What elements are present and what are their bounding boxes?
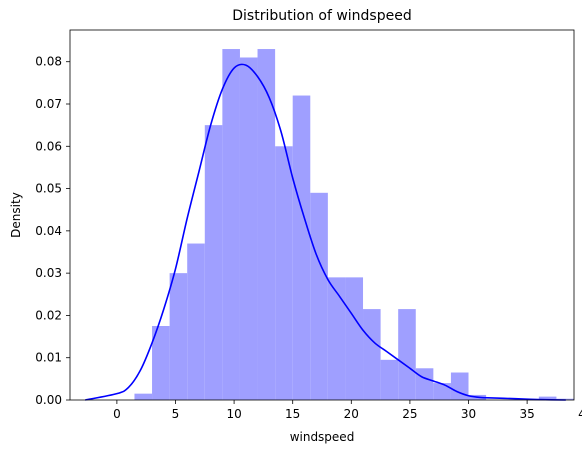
histogram-bar: [292, 95, 311, 401]
x-tick-label: 35: [519, 407, 534, 421]
histogram-bar: [450, 372, 469, 400]
x-tick-label: 20: [344, 407, 359, 421]
y-tick-label: 0.02: [35, 308, 62, 322]
x-axis-label: windspeed: [290, 430, 355, 444]
y-axis-label: Density: [9, 192, 23, 238]
x-tick-label: 10: [226, 407, 241, 421]
histogram-bar: [345, 277, 364, 400]
histogram-bar: [538, 396, 557, 400]
y-tick-label: 0.04: [35, 224, 62, 238]
y-tick-label: 0.03: [35, 266, 62, 280]
y-tick-label: 0.06: [35, 139, 62, 153]
histogram-bar: [152, 326, 170, 400]
y-axis-ticks: 0.00 0.01 0.02 0.03 0.04 0.05 0.06 0.07 0.08: [35, 55, 70, 407]
kde-curve: [85, 63, 566, 401]
y-tick-label: 0.08: [35, 55, 62, 69]
histogram-bar: [363, 309, 381, 400]
histogram-bar: [169, 273, 188, 400]
histogram-bar: [134, 393, 153, 400]
y-tick-label: 0.01: [35, 351, 62, 365]
x-tick-label: 40: [578, 407, 582, 421]
histogram-bar: [327, 277, 346, 400]
histogram-bar: [398, 309, 416, 400]
y-tick-label: 0.05: [35, 182, 62, 196]
histogram-bar: [222, 49, 240, 401]
x-tick-label: 0: [113, 407, 121, 421]
histogram-bar: [187, 243, 205, 400]
x-tick-label: 15: [285, 407, 300, 421]
x-tick-label: 30: [461, 407, 476, 421]
y-tick-label: 0.07: [35, 97, 62, 111]
y-tick-label: 0.00: [35, 393, 62, 407]
chart-title: Distribution of windspeed: [232, 8, 411, 24]
histogram-bars: [134, 49, 574, 401]
x-tick-label: 5: [172, 407, 180, 421]
x-tick-label: 25: [402, 407, 417, 421]
histogram-bar: [433, 383, 451, 400]
histogram-bar: [415, 368, 434, 400]
x-axis-ticks: 0 5 10 15 20 25 30 35 40: [113, 400, 582, 421]
histogram-bar: [257, 49, 276, 401]
histogram-bar: [275, 146, 293, 400]
histogram-bar: [310, 192, 328, 400]
histogram-bar: [239, 57, 258, 400]
histogram-bar: [204, 125, 223, 401]
plot-frame: [69, 29, 575, 401]
histogram-bar: [380, 359, 399, 400]
